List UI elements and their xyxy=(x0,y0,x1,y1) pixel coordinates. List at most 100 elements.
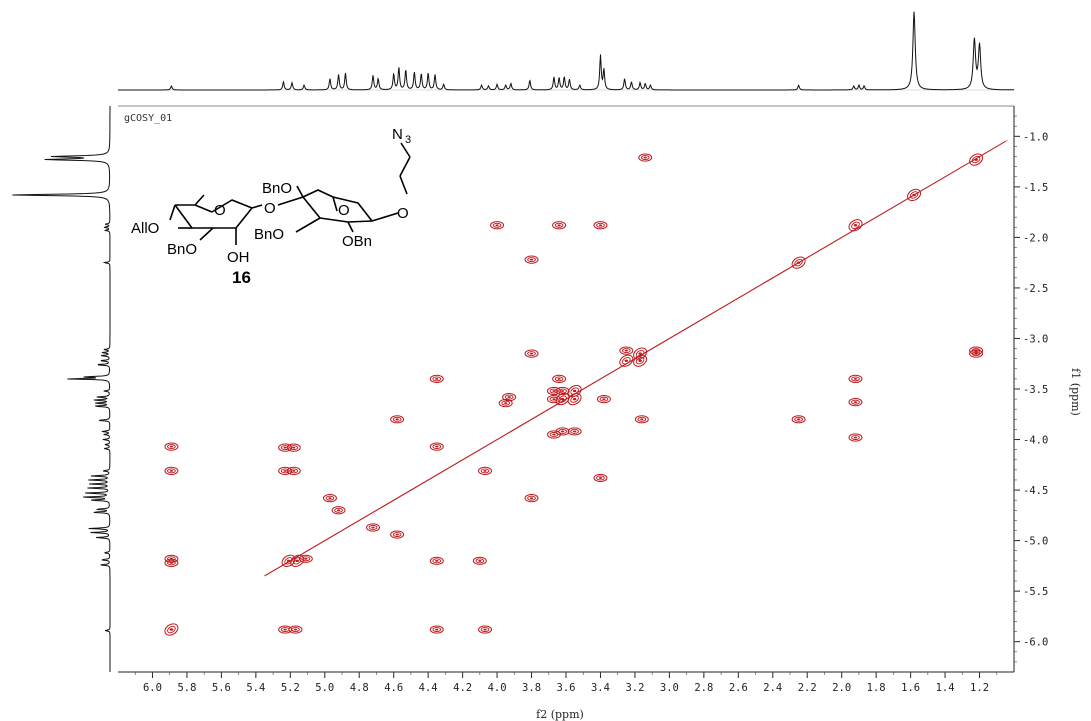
contour-ring xyxy=(325,495,335,501)
x-tick-label: 4.2 xyxy=(453,682,472,694)
cross-peak xyxy=(390,415,405,424)
x-tick-label: 2.0 xyxy=(832,682,851,694)
cross-peak xyxy=(478,625,493,634)
contour-core xyxy=(483,469,487,472)
x-axis: 6.0 5.8 5.6 5.4 5.2 5.0 4.8 4.6 4.4 4.2 4.0 3.8 3.6 3… xyxy=(134,672,998,694)
contour-core xyxy=(598,224,603,227)
cross-peak xyxy=(555,427,570,436)
contour-ring xyxy=(794,416,803,422)
contour-ring xyxy=(504,394,514,400)
contour-core xyxy=(292,446,296,449)
x-tick-label: 4.6 xyxy=(384,682,403,694)
contour-ring xyxy=(164,558,179,567)
diagonal-ridge xyxy=(266,140,1008,576)
cross-peak xyxy=(969,349,984,358)
y-tick-label: -2.0 xyxy=(1023,232,1048,244)
contour-core xyxy=(552,390,556,392)
contour-ring xyxy=(432,627,442,632)
cross-peak xyxy=(848,433,863,442)
contour-ring xyxy=(278,443,293,452)
contour-ring xyxy=(635,349,645,358)
contour-ring xyxy=(558,429,567,434)
y-tick-label: -5.5 xyxy=(1023,586,1048,598)
contour-ring xyxy=(498,399,513,408)
y-tick-label: -6.0 xyxy=(1023,637,1048,649)
contour-core xyxy=(435,559,439,562)
x-tick-label: 6.0 xyxy=(143,682,162,694)
x-tick-label: 1.2 xyxy=(970,682,989,694)
left-1d-projection xyxy=(12,106,111,672)
contour-ring xyxy=(429,556,444,565)
contour-ring xyxy=(596,222,605,228)
contour-ring xyxy=(570,395,579,403)
contour-core xyxy=(974,352,978,355)
x-tick-label: 4.0 xyxy=(488,682,507,694)
contour-ring xyxy=(366,523,381,532)
cross-peak xyxy=(322,494,337,503)
contour-ring xyxy=(167,444,176,450)
contour-core xyxy=(283,446,287,449)
x-tick-label: 1.6 xyxy=(901,682,920,694)
contour-core xyxy=(304,557,308,560)
y-tick-label: -1.0 xyxy=(1023,131,1048,143)
contour-core xyxy=(572,389,577,393)
x-tick-label: 3.0 xyxy=(660,682,679,694)
allo-label: AllO xyxy=(131,220,159,237)
y-axis: -1.0 -1.5 -2.0 -2.5 -3.0 -3.5 -4.0 -4.5 -5.0 -5.5… xyxy=(1014,115,1048,663)
contour-core xyxy=(912,193,916,197)
contour-core xyxy=(560,430,565,433)
contour-core xyxy=(283,628,287,631)
contour-ring xyxy=(429,625,444,634)
contour-ring xyxy=(280,468,290,474)
x-tick-label: 5.4 xyxy=(246,682,265,694)
diagonal-peak xyxy=(791,256,806,269)
contour-ring xyxy=(390,415,405,424)
contour-core xyxy=(435,445,439,448)
contour-core xyxy=(495,224,499,227)
contour-ring xyxy=(432,444,442,450)
contour-core xyxy=(169,445,174,448)
contour-ring xyxy=(570,429,579,434)
contour-core xyxy=(295,559,299,563)
contour-core xyxy=(643,156,647,159)
contour-ring xyxy=(390,530,405,539)
contour-ring xyxy=(480,468,490,474)
bno-left-label: BnO xyxy=(167,241,197,258)
cross-peak xyxy=(593,221,608,230)
contour-ring xyxy=(280,445,290,451)
x-tick-label: 5.2 xyxy=(281,682,300,694)
contour-core xyxy=(796,418,801,421)
top-projection-trace xyxy=(118,11,1015,91)
x-tick-label: 3.4 xyxy=(591,682,610,694)
contour-core xyxy=(552,433,556,436)
contour-ring xyxy=(286,466,301,475)
cross-peak xyxy=(791,415,806,424)
cross-peak xyxy=(390,530,405,539)
x-tick-label: 3.2 xyxy=(625,682,644,694)
contour-core xyxy=(552,398,556,401)
contour-ring xyxy=(291,627,300,632)
contour-ring xyxy=(969,153,984,166)
contour-core xyxy=(336,509,341,512)
contour-ring xyxy=(593,473,608,483)
contour-ring xyxy=(502,392,517,402)
contour-ring xyxy=(599,396,609,402)
y-tick-label: -3.0 xyxy=(1023,333,1048,345)
cross-peak xyxy=(286,466,301,475)
contour-ring xyxy=(392,416,402,422)
contour-ring xyxy=(634,415,649,424)
cross-peak xyxy=(546,395,561,404)
contour-ring xyxy=(909,191,919,199)
contour-core xyxy=(483,628,487,631)
diagonal-peak xyxy=(164,623,179,636)
contour-ring xyxy=(791,256,806,269)
y-tick-label: -4.5 xyxy=(1023,485,1048,497)
contour-core xyxy=(286,559,291,563)
contour-core xyxy=(292,469,296,472)
contour-ring xyxy=(546,395,561,404)
contour-core xyxy=(557,377,561,380)
x-tick-label: 1.8 xyxy=(867,682,886,694)
diagonal-peak xyxy=(633,354,648,367)
cross-peak xyxy=(278,466,293,475)
